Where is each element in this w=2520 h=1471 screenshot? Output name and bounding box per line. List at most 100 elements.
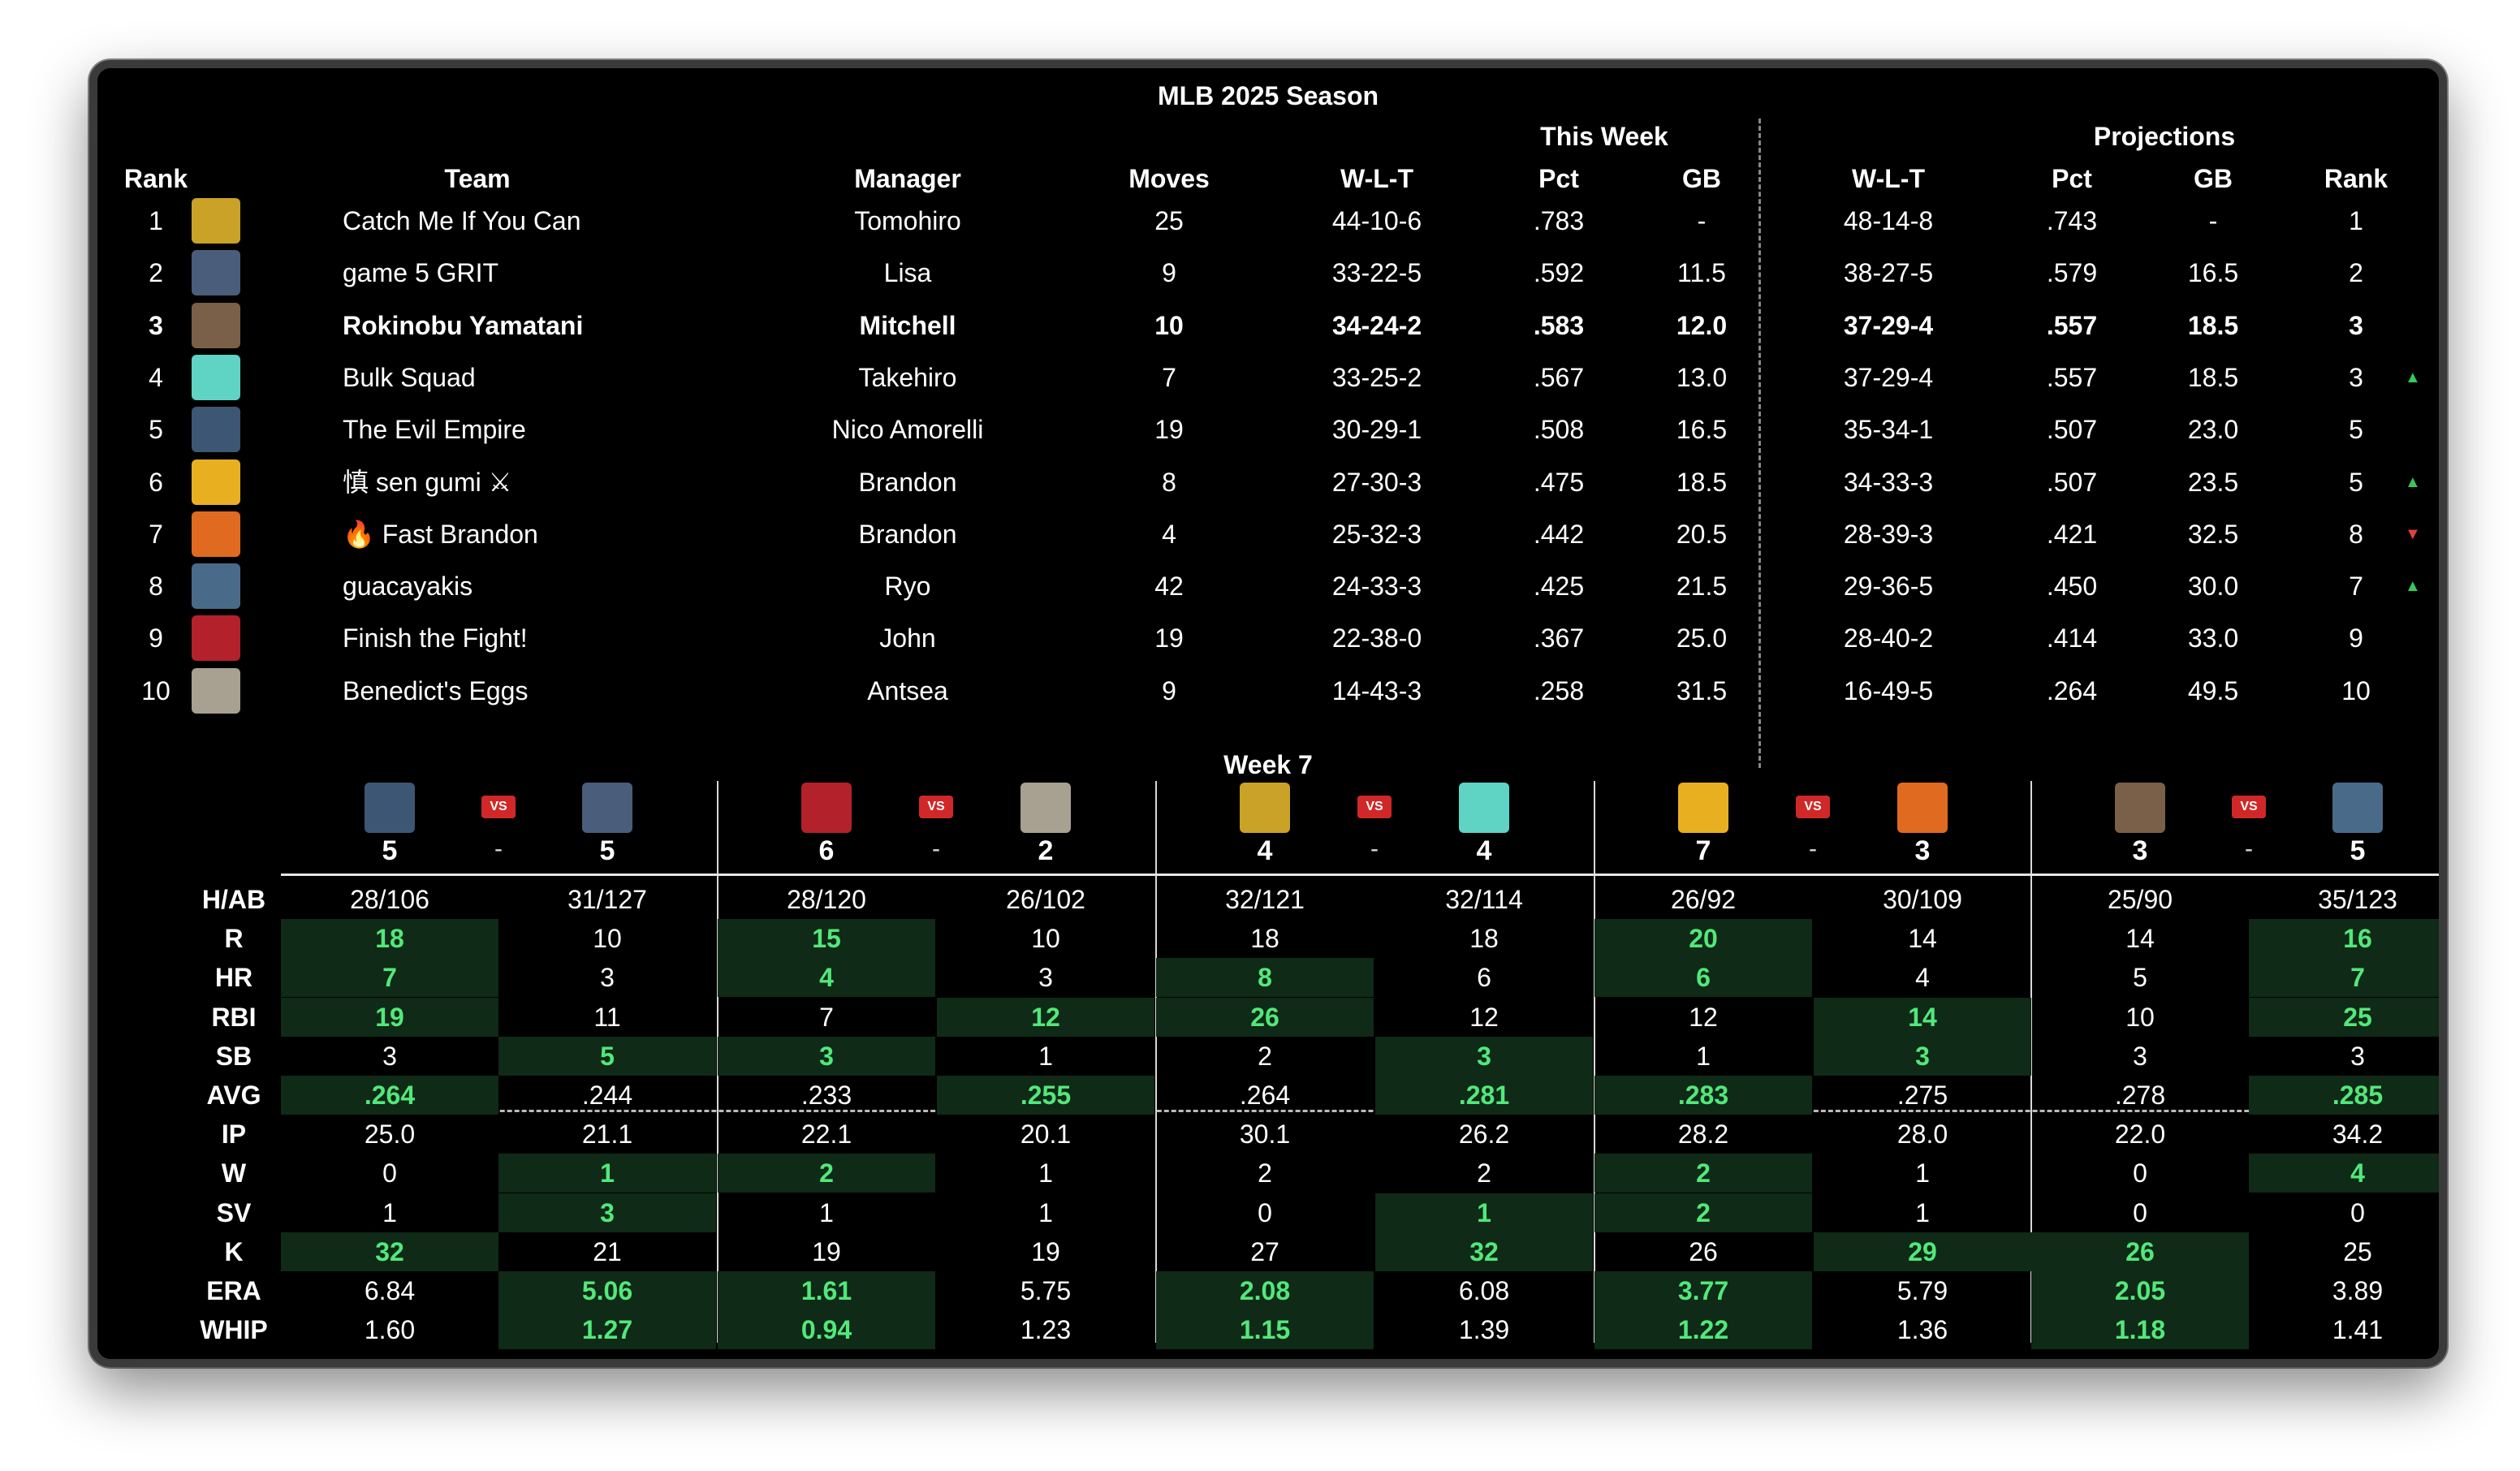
cell-proj-rank: 3 [2349, 310, 2363, 340]
cell-gb: 20.5 [1676, 519, 1728, 549]
standings-row[interactable]: 4 Bulk Squad Takehiro 7 33-25-2 .567 13.0 37-29… [97, 352, 2439, 403]
standings-row[interactable]: 9 Finish the Fight! John 19 22-38-0 .367 25.0 2… [97, 612, 2439, 664]
cell-gb: 21.5 [1676, 572, 1728, 602]
team-logo-icon[interactable] [365, 783, 415, 833]
cell-proj-rank: 9 [2349, 623, 2363, 654]
stat-hab: 32/114 [1445, 885, 1523, 914]
cell-team[interactable]: The Evil Empire [343, 415, 526, 445]
cell-gb: 16.5 [1676, 415, 1728, 445]
team-logo-icon [192, 250, 240, 296]
standings-row[interactable]: 5 The Evil Empire Nico Amorelli 19 30-29-1 .5… [97, 403, 2439, 455]
team-logo-icon[interactable] [1678, 783, 1728, 833]
stat-cell: 3 [718, 1036, 935, 1076]
cell-team[interactable]: game 5 GRIT [343, 258, 499, 288]
stat-cell: 32 [1375, 1232, 1593, 1271]
stat-cell: .255 [937, 1076, 1154, 1115]
trend-up-icon: ▲ [2405, 577, 2421, 596]
stat-label-whip: WHIP [200, 1315, 268, 1345]
standings-row[interactable]: 6 慎 sen gumi ⚔ Brandon 8 27-30-3 .475 18.5 34-3… [97, 456, 2439, 508]
standings-row[interactable]: 2 game 5 GRIT Lisa 9 33-22-5 .592 11.5 38-27-5.… [97, 247, 2439, 299]
stat-cell: 6 [1477, 963, 1491, 993]
team-logo-icon[interactable] [2332, 783, 2383, 833]
stat-cell: 18 [1250, 924, 1279, 954]
stat-cell: 12 [937, 997, 1154, 1037]
stat-cell: 14 [1908, 924, 1937, 954]
stat-cell: .233 [800, 1081, 852, 1110]
cell-team[interactable]: Benedict's Eggs [343, 675, 529, 705]
team-logo-icon[interactable] [2115, 783, 2165, 833]
stat-label-r: R [224, 924, 244, 954]
standings-row[interactable]: 8 guacayakis Ryo 42 24-33-3 .425 21.5 29-36-5 .4… [97, 560, 2439, 612]
team-logo-icon[interactable] [582, 783, 632, 833]
matchup-score: 5 [2350, 835, 2366, 866]
cell-proj-wlt: 34-33-3 [1843, 467, 1934, 497]
cell-team[interactable]: 🔥 Fast Brandon [343, 519, 538, 549]
stat-cell: 1 [1915, 1197, 1930, 1227]
team-logo-icon[interactable] [801, 783, 852, 833]
stat-label-ip: IP [221, 1119, 247, 1150]
team-logo-icon[interactable] [1897, 783, 1948, 833]
team-logo-icon [192, 511, 240, 557]
team-logo-icon[interactable] [1240, 783, 1290, 833]
stat-hab: 30/109 [1883, 885, 1962, 914]
standings-row[interactable]: 7 🔥 Fast Brandon Brandon 4 25-32-3 .442 20.5 28… [97, 508, 2439, 560]
stat-cell: 26 [2031, 1232, 2249, 1271]
cell-team[interactable]: guacayakis [343, 572, 473, 602]
team-logo-icon[interactable] [1021, 783, 1071, 833]
matchup-score: 3 [1914, 835, 1931, 866]
stat-cell: 5 [2133, 963, 2147, 993]
cell-pct: .592 [1533, 258, 1585, 288]
cell-rank: 5 [149, 415, 163, 445]
cell-team[interactable]: Finish the Fight! [343, 623, 528, 654]
matchup-divider [1155, 781, 1157, 1343]
cell-proj-rank: 1 [2349, 206, 2363, 235]
stat-cell: 10 [1031, 924, 1060, 954]
team-logo-icon[interactable] [1459, 783, 1509, 833]
stat-cell: .285 [2249, 1076, 2439, 1115]
team-logo-icon [192, 667, 240, 714]
stat-cell: .278 [2114, 1081, 2166, 1110]
cell-wlt: 33-25-2 [1331, 362, 1422, 392]
stat-cell: .275 [1896, 1081, 1948, 1110]
cell-wlt: 14-43-3 [1331, 675, 1422, 705]
stat-cell: 21.1 [581, 1119, 633, 1150]
team-logo-icon [192, 354, 240, 400]
team-logo-icon [192, 563, 240, 610]
stat-cell: 0 [1258, 1197, 1272, 1227]
cell-team[interactable]: Bulk Squad [343, 362, 476, 392]
cell-moves: 25 [1154, 206, 1184, 235]
vs-badge: VS [1796, 796, 1830, 818]
stat-cell: 30.1 [1239, 1119, 1291, 1150]
score-separator: - [494, 835, 503, 862]
vs-badge: VS [1357, 796, 1392, 818]
stat-cell: 22.0 [2114, 1119, 2166, 1150]
stat-hab: 26/92 [1670, 885, 1737, 914]
stat-cell: 25 [2249, 997, 2439, 1037]
standings-row[interactable]: 3 Rokinobu Yamatani Mitchell 10 34-24-2 .583 1… [97, 300, 2439, 352]
stat-cell: 20.1 [1020, 1119, 1072, 1150]
stat-cell: 19 [812, 1236, 841, 1266]
header-gb: GB [1682, 164, 1721, 193]
cell-team[interactable]: 慎 sen gumi ⚔ [343, 467, 512, 497]
standings-row[interactable]: 1 Catch Me If You Can Tomohiro 25 44-10-6 .78… [97, 195, 2439, 247]
matchup-header-line [281, 874, 2439, 876]
stat-cell: 1.18 [2031, 1310, 2249, 1350]
stat-cell: 3.77 [1594, 1271, 1812, 1310]
trend-down-icon: ▼ [2405, 524, 2421, 543]
standings-row[interactable]: 10 Benedict's Eggs Antsea 9 14-43-3 .258 31.5 1… [97, 665, 2439, 717]
team-logo-icon [192, 407, 240, 453]
cell-rank: 6 [149, 467, 163, 497]
section-divider [1758, 119, 1761, 768]
cell-rank: 7 [149, 519, 163, 549]
stat-cell: 1.39 [1458, 1315, 1510, 1345]
cell-rank: 9 [149, 623, 163, 654]
stat-cell: 12 [1469, 1002, 1499, 1032]
cell-rank: 3 [149, 310, 163, 340]
stat-cell: 3 [1038, 963, 1053, 993]
cell-gb: 25.0 [1676, 623, 1728, 654]
cell-proj-wlt: 35-34-1 [1843, 415, 1934, 445]
stat-cell: 7 [819, 1002, 834, 1032]
cell-team[interactable]: Rokinobu Yamatani [343, 310, 584, 340]
cell-team[interactable]: Catch Me If You Can [343, 206, 581, 235]
cell-pct: .258 [1533, 675, 1585, 705]
